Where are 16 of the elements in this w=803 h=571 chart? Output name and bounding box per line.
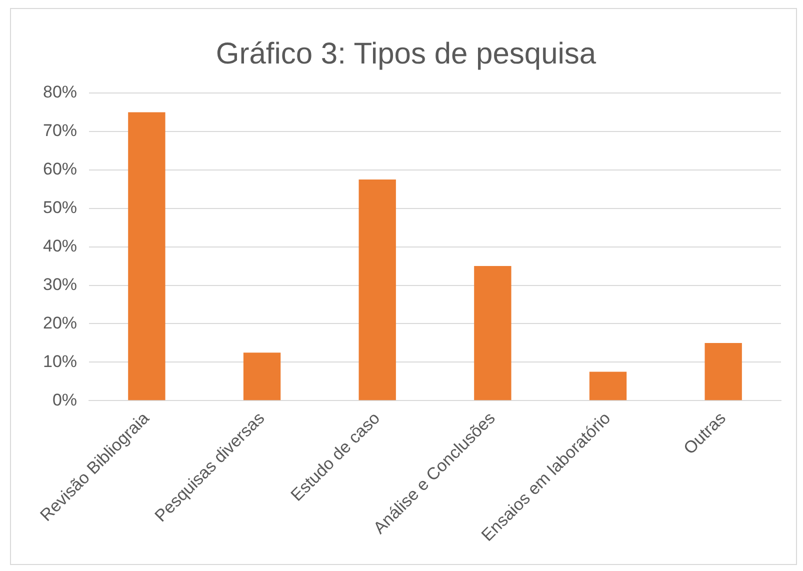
y-tick-label: 0% [52, 390, 78, 410]
bar [243, 352, 281, 400]
bar [128, 112, 166, 400]
y-tick-label: 20% [42, 313, 78, 332]
bar [589, 372, 627, 400]
bar [474, 266, 512, 400]
y-tick-label: 30% [42, 274, 78, 294]
bar [358, 180, 396, 400]
y-tick-label: 10% [42, 352, 78, 371]
y-tick-label: 70% [42, 121, 78, 140]
y-tick-label: 50% [42, 198, 78, 218]
chart-title: Gráfico 3: Tipos de pesquisa [216, 37, 596, 70]
bar [704, 342, 742, 400]
y-tick-label: 80% [42, 82, 78, 102]
y-tick-label: 40% [42, 236, 78, 256]
y-tick-label: 60% [42, 160, 78, 179]
